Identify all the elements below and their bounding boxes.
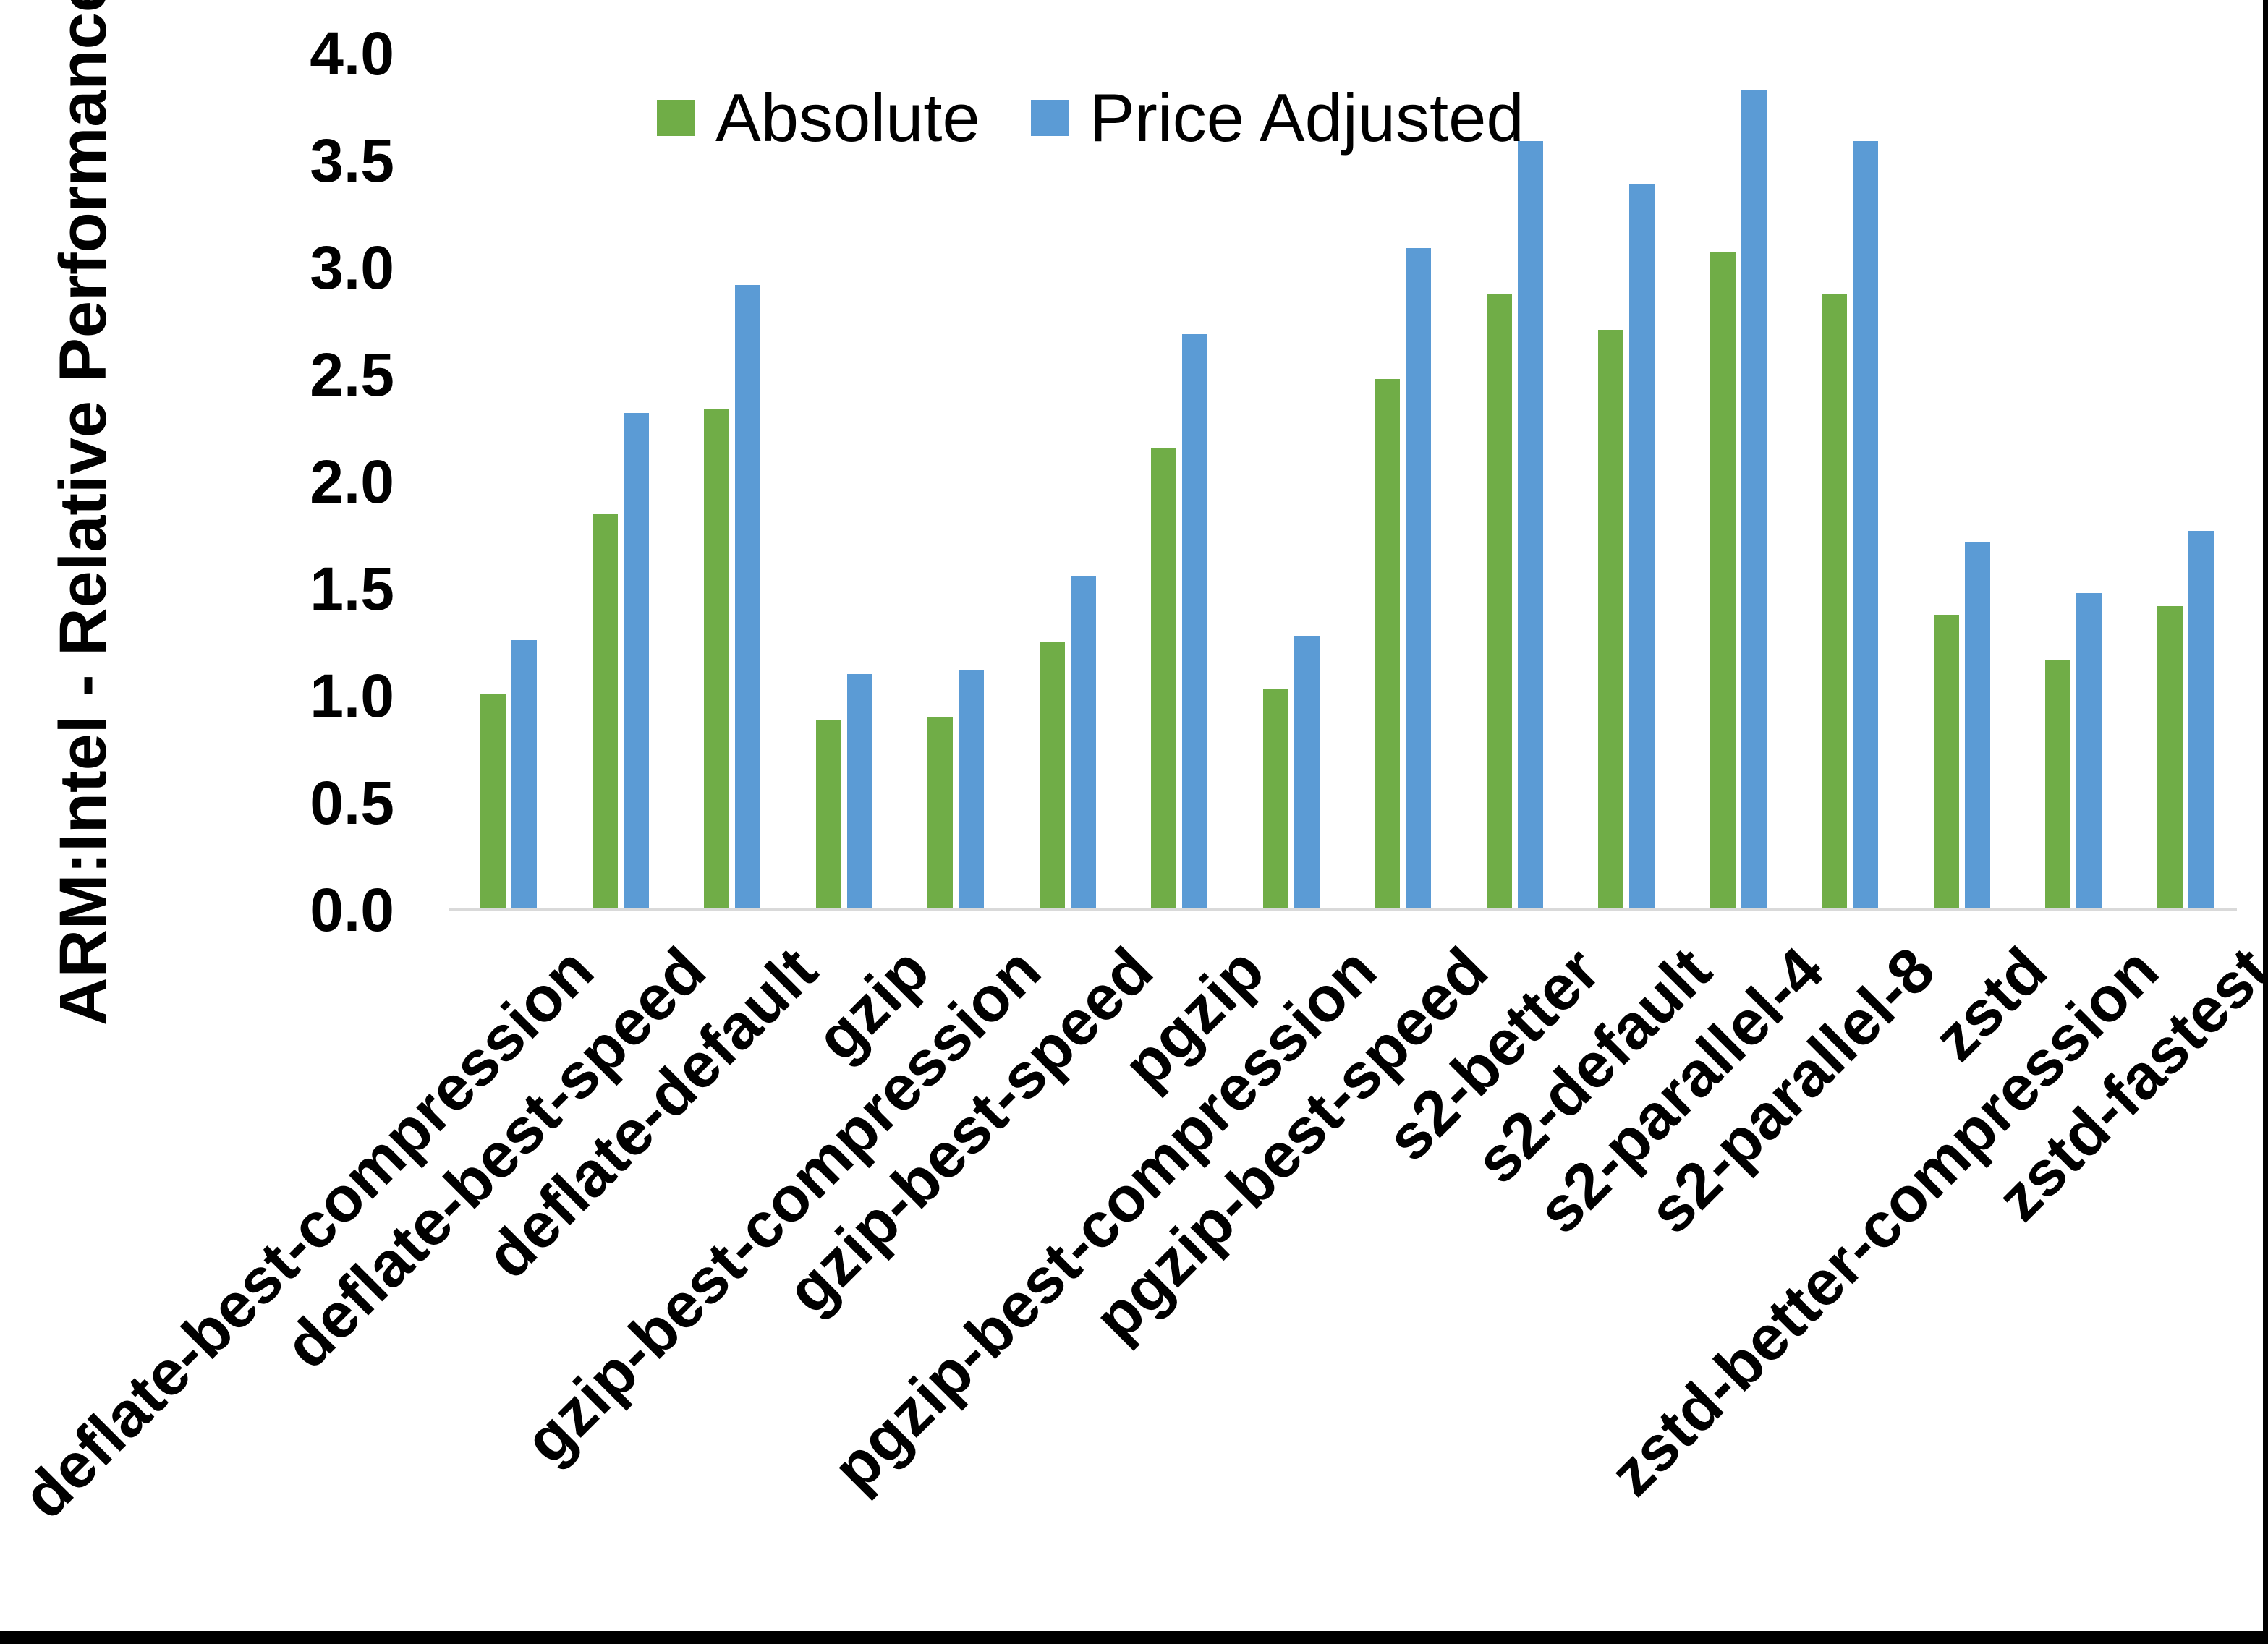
bar-gzip-best-speed-absolute [1040,642,1065,910]
bar-deflate-default-price-adjusted [735,285,760,910]
y-tick-label: 0.0 [310,876,394,944]
bar-pgzip-best-speed-absolute [1375,379,1400,910]
legend-swatch-icon [657,100,695,136]
bar-s2-default-absolute [1598,330,1623,910]
bar-s2-parallel-4-price-adjusted [1741,90,1767,910]
bar-zstd-fastest-absolute [2157,606,2183,910]
bar-pgzip-best-compression-absolute [1263,689,1288,910]
bar-gzip-best-compression-absolute [927,717,953,910]
y-tick-label: 2.5 [310,341,394,409]
window-border-right [2263,0,2268,1644]
bar-gzip-absolute [816,720,841,910]
y-tick-label: 1.5 [310,555,394,623]
bar-zstd-better-compression-price-adjusted [2076,593,2102,910]
bar-s2-better-absolute [1487,294,1512,910]
y-tick-label: 2.0 [310,448,394,516]
bar-s2-default-price-adjusted [1629,184,1655,910]
legend-label: Absolute [715,80,980,156]
bar-pgzip-price-adjusted [1182,334,1207,910]
bar-zstd-price-adjusted [1965,542,1990,910]
bar-deflate-default-absolute [704,409,729,910]
y-tick-label: 4.0 [310,20,394,88]
legend-swatch-icon [1030,100,1069,136]
bar-deflate-best-speed-absolute [593,514,618,910]
bar-pgzip-best-compression-price-adjusted [1294,636,1320,910]
legend-item-price-adjusted: Price Adjusted [1030,80,1524,156]
legend-label: Price Adjusted [1089,80,1524,156]
legend: Absolute Price Adjusted [657,84,1575,152]
legend-item-absolute: Absolute [657,84,980,152]
bar-pgzip-absolute [1151,448,1176,910]
y-tick-label: 3.5 [310,127,394,195]
bar-zstd-fastest-price-adjusted [2188,531,2214,910]
bar-pgzip-best-speed-price-adjusted [1406,248,1431,910]
bar-deflate-best-speed-price-adjusted [624,413,649,910]
bar-s2-parallel-8-price-adjusted [1853,141,1878,910]
window-border-bottom [0,1631,2268,1644]
bar-s2-parallel-4-absolute [1710,252,1736,910]
bar-deflate-best-compression-absolute [480,694,506,910]
bar-gzip-best-speed-price-adjusted [1071,576,1096,910]
bar-deflate-best-compression-price-adjusted [511,640,537,910]
bar-gzip-price-adjusted [847,674,872,910]
bar-zstd-better-compression-absolute [2045,660,2070,910]
y-tick-label: 0.5 [310,769,394,837]
y-tick-label: 1.0 [310,662,394,730]
y-tick-label: 3.0 [310,234,394,302]
bar-s2-parallel-8-absolute [1822,294,1847,910]
bar-zstd-absolute [1934,615,1959,910]
bar-gzip-best-compression-price-adjusted [959,670,984,910]
x-axis-line [449,908,2237,911]
bar-s2-better-price-adjusted [1518,141,1543,910]
